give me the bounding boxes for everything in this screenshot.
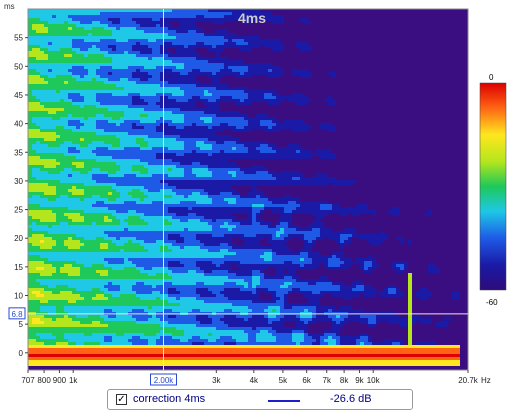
cursor-x-readout-box [149, 373, 177, 386]
y-tick-label: 30 [14, 177, 23, 186]
colorbar [479, 82, 507, 291]
plot-frame [27, 8, 469, 371]
y-tick-label: 5 [19, 320, 24, 329]
x-tick-label: 1k [69, 376, 78, 385]
y-tick-label: 35 [14, 148, 23, 157]
y-tick-label: 0 [19, 349, 24, 358]
x-tick-label: 7k [323, 376, 332, 385]
x-tick-label: 4k [250, 376, 259, 385]
x-tick-label: 5k [279, 376, 288, 385]
y-tick-label: 20 [14, 234, 23, 243]
cursor-y-readout: 6.8 [11, 310, 23, 319]
y-tick-label: 25 [14, 206, 23, 215]
x-tick-label: 707 [21, 376, 35, 385]
series-checkbox[interactable]: ✓ [116, 394, 127, 405]
chart-title: 4ms [238, 10, 266, 26]
legend-series-value: -26.6 dB [330, 393, 372, 405]
plot-area[interactable] [28, 9, 468, 370]
x-tick-label: 900 [53, 376, 67, 385]
y-tick-label: 10 [14, 292, 23, 301]
y-tick-label: 50 [14, 62, 23, 71]
x-tick-label: 9k [355, 376, 364, 385]
x-axis-unit: Hz [481, 376, 491, 385]
colorbar-min-label: -60 [486, 298, 498, 307]
y-tick-label: 55 [14, 34, 23, 43]
y-tick-label: 40 [14, 120, 23, 129]
y-axis-label: ms [4, 2, 15, 11]
x-tick-label: 6k [302, 376, 311, 385]
x-tick-label: 3k [212, 376, 221, 385]
y-tick-label: 15 [14, 263, 23, 272]
x-tick-label: 800 [37, 376, 51, 385]
legend-series-name: correction 4ms [133, 393, 206, 405]
x-tick-label: 8k [340, 376, 349, 385]
cursor-x-readout: 2.00k [154, 376, 175, 385]
legend: ✓ correction 4ms -26.6 dB [107, 389, 413, 410]
heatmap-cells [28, 9, 460, 366]
legend-series-line [268, 400, 300, 402]
colorbar-max-label: 0 [489, 73, 494, 82]
x-tick-label: 10k [367, 376, 381, 385]
cursor-y-readout-box [8, 307, 26, 320]
y-tick-label: 45 [14, 91, 23, 100]
x-tick-label: 20.7k [458, 376, 479, 385]
